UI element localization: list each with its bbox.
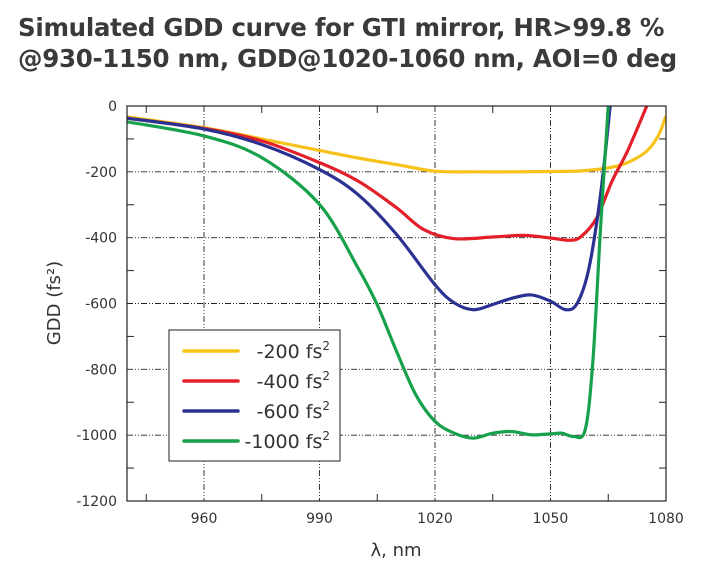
legend-label-sup: 2 [322,369,330,383]
ticks: 960 990 1020 1050 1080 0 -200 -400 -600 -800 -1000… [76,99,684,527]
y-tick-label: -1200 [76,494,117,510]
x-tick-label: 1080 [648,511,684,527]
legend-label: -600 fs2 [257,399,330,423]
series-line-4 [127,106,610,440]
series-line-1 [127,115,666,174]
chart-title-line-2: @930-1150 nm, GDD@1020-1060 nm, AOI=0 de… [18,44,677,73]
y-tick-label: -1000 [76,428,117,444]
y-axis-label: GDD (fs²) [44,261,65,345]
legend-label: -1000 fs2 [245,429,330,453]
legend-label-sup: 2 [322,339,330,353]
series-line-3 [127,106,612,312]
chart-title-line-1: Simulated GDD curve for GTI mirror, HR>9… [18,13,665,42]
y-tick-label: 0 [108,99,117,115]
legend: -200 fs2-400 fs2-600 fs2-1000 fs2 [168,329,341,462]
y-tick-label: -400 [85,231,117,247]
legend-label: -200 fs2 [257,339,330,363]
legend-label: -400 fs2 [257,369,330,393]
x-tick-label: 990 [306,511,333,527]
legend-label-sup: 2 [322,399,330,413]
legend-label-sup: 2 [322,429,330,443]
x-tick-label: 960 [191,511,218,527]
legend-label-text: -1000 fs [245,431,323,453]
x-tick-label: 1050 [533,511,569,527]
legend-label-text: -200 fs [257,341,323,363]
chart-title: Simulated GDD curve for GTI mirror, HR>9… [18,12,677,74]
y-tick-label: -200 [85,165,117,181]
series-line-2 [127,106,649,242]
legend-label-text: -400 fs [257,371,323,393]
plot-frame [126,105,667,502]
x-tick-label: 1020 [417,511,453,527]
series-lines [127,106,666,440]
y-tick-label: -800 [85,362,117,378]
x-axis-label: λ, nm [370,540,421,561]
legend-label-text: -600 fs [257,401,323,423]
y-tick-label: -600 [85,297,117,313]
